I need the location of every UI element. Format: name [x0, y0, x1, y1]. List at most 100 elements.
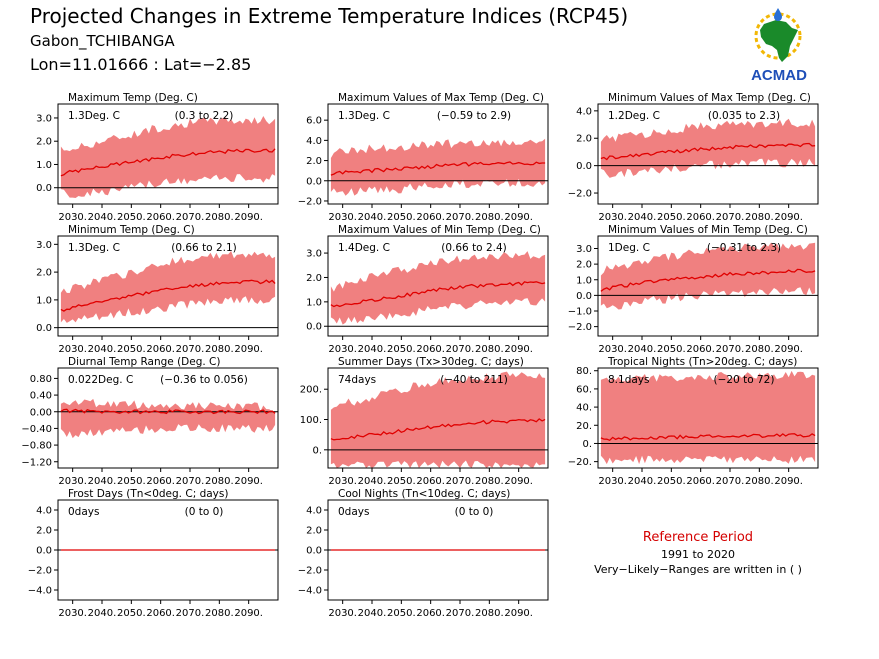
very-likely-range-band [60, 398, 276, 439]
chart-panel: 0.0 1.0 2.0 3.0 2030. 2040. 2050. 2060. 2070. 208… [306, 224, 549, 355]
very-likely-range-label: (0.3 to 2.2) [175, 110, 234, 122]
y-tick-label: 0.0 [36, 183, 52, 194]
x-tick-label: 2030. [328, 608, 357, 619]
median-change-label: 1Deg. C [608, 242, 650, 254]
x-tick-label: 2050. [657, 344, 686, 355]
logo-text: ACMAD [751, 67, 807, 84]
very-likely-range-band [330, 251, 546, 325]
y-tick-label: 2.0 [576, 134, 592, 145]
x-tick-label: 2090. [504, 344, 533, 355]
very-likely-range-label: (−0.36 to 0.056) [160, 374, 248, 386]
y-tick-label: 1.0 [306, 297, 322, 308]
x-tick-label: 2030. [328, 476, 357, 487]
x-tick-label: 2080. [745, 212, 774, 223]
median-series-line [600, 268, 816, 292]
chart-title: Minimum Temp (Deg. C) [68, 224, 195, 236]
x-tick-label: 2050. [117, 608, 146, 619]
chart-panel: −20.0.20.40.60.80.2030. 2040. 2050. 2060. 20… [568, 356, 819, 487]
x-tick-label: 2050. [117, 344, 146, 355]
africa-map-icon [760, 20, 798, 62]
y-tick-label: 0.0 [306, 176, 322, 187]
plot-frame [57, 103, 279, 205]
chart-title: Diurnal Temp Range (Deg. C) [68, 356, 220, 368]
x-tick-label: 2080. [475, 608, 504, 619]
very-likely-range-label: (0.035 to 2.3) [708, 110, 780, 122]
y-tick-label: −2.0 [568, 189, 592, 200]
y-tick-label: 0.0 [306, 322, 322, 333]
y-tick-label: 4.0 [36, 506, 52, 517]
median-change-label: 1.3Deg. C [338, 110, 390, 122]
chart-panel: −2.0 −1.0 0.0 1.0 2.0 3.0 2030. 2040. 2050. 2060.… [568, 224, 819, 355]
x-tick-label: 2040. [358, 476, 387, 487]
x-tick-label: 2070. [446, 344, 475, 355]
y-tick-label: 40. [576, 403, 592, 414]
y-tick-label: 1.0 [576, 275, 592, 286]
plot-frame [597, 235, 819, 337]
x-tick-label: 2070. [716, 476, 745, 487]
y-tick-label: 0.0 [36, 546, 52, 557]
x-tick-label: 2080. [745, 476, 774, 487]
very-likely-range-label: (0.66 to 2.4) [441, 242, 507, 254]
x-tick-label: 2070. [446, 212, 475, 223]
y-tick-label: 3.0 [36, 240, 52, 251]
reference-period-years: 1991 to 2020 [660, 548, 736, 561]
x-tick-label: 2030. [598, 476, 627, 487]
x-tick-label: 2030. [58, 344, 87, 355]
chart-panel: 0.0 1.0 2.0 3.0 2030. 2040. 2050. 2060. 2070. 208… [36, 224, 279, 355]
x-tick-label: 2090. [234, 476, 263, 487]
x-tick-label: 2060. [146, 212, 175, 223]
y-tick-label: 0.80 [30, 374, 52, 385]
page-title: Projected Changes in Extreme Temperature… [30, 4, 629, 28]
y-tick-label: 0.00 [30, 407, 52, 418]
very-likely-range-label: (−0.59 to 2.9) [437, 110, 511, 122]
chart-panel: −2.0 0.0 2.0 4.0 6.0 2030. 2040. 2050. 2060. 2070… [298, 92, 549, 223]
x-tick-label: 2060. [146, 344, 175, 355]
y-tick-label: 2.0 [36, 268, 52, 279]
x-tick-label: 2030. [58, 212, 87, 223]
median-series-line [60, 408, 276, 415]
median-change-label: 0days [338, 506, 369, 518]
y-tick-label: 0.40 [30, 391, 52, 402]
median-change-label: 1.2Deg. C [608, 110, 660, 122]
chart-title: Minimum Values of Min Temp (Deg. C) [608, 224, 808, 236]
y-tick-label: −4.0 [298, 586, 322, 597]
x-tick-label: 2040. [628, 476, 657, 487]
x-tick-label: 2070. [716, 212, 745, 223]
x-tick-label: 2030. [328, 344, 357, 355]
plot-frame [57, 235, 279, 337]
median-series-line [600, 142, 816, 161]
median-series-line [600, 433, 816, 442]
x-tick-label: 2060. [146, 608, 175, 619]
y-tick-label: −1.20 [21, 457, 52, 468]
very-likely-range-label: (0.66 to 2.1) [171, 242, 237, 254]
x-tick-label: 2090. [774, 212, 803, 223]
median-series-line [330, 418, 546, 441]
y-tick-label: 3.0 [306, 249, 322, 260]
chart-panel: −4.0 −2.0 0.0 2.0 4.0 2030. 2040. 2050. 2060. 207… [298, 488, 549, 619]
coordinates-label: Lon=11.01666 : Lat=−2.85 [30, 55, 252, 74]
very-likely-range-label: (−20 to 72) [714, 374, 775, 386]
x-tick-label: 2060. [686, 476, 715, 487]
x-tick-label: 2070. [176, 344, 205, 355]
y-tick-label: 0. [582, 439, 592, 450]
y-tick-label: 200. [300, 385, 322, 396]
y-tick-label: 2.0 [306, 156, 322, 167]
chart-panel: −4.0 −2.0 0.0 2.0 4.0 2030. 2040. 2050. 2060. 207… [28, 488, 279, 619]
y-tick-label: −0.80 [21, 441, 52, 452]
very-likely-range-band [600, 370, 816, 465]
plot-frame [597, 367, 819, 469]
acmad-logo: ACMAD [751, 8, 807, 84]
y-tick-label: 3.0 [36, 113, 52, 124]
x-tick-label: 2060. [416, 212, 445, 223]
water-drop-icon [774, 8, 782, 21]
plot-frame [327, 103, 549, 205]
y-tick-label: 2.0 [306, 526, 322, 537]
y-tick-label: 60. [576, 384, 592, 395]
x-tick-label: 2040. [88, 476, 117, 487]
y-tick-label: 0. [312, 445, 322, 456]
median-change-label: 8.1days [608, 374, 649, 386]
x-tick-label: 2050. [657, 212, 686, 223]
y-tick-label: −0.40 [21, 424, 52, 435]
y-tick-label: −20. [568, 457, 592, 468]
